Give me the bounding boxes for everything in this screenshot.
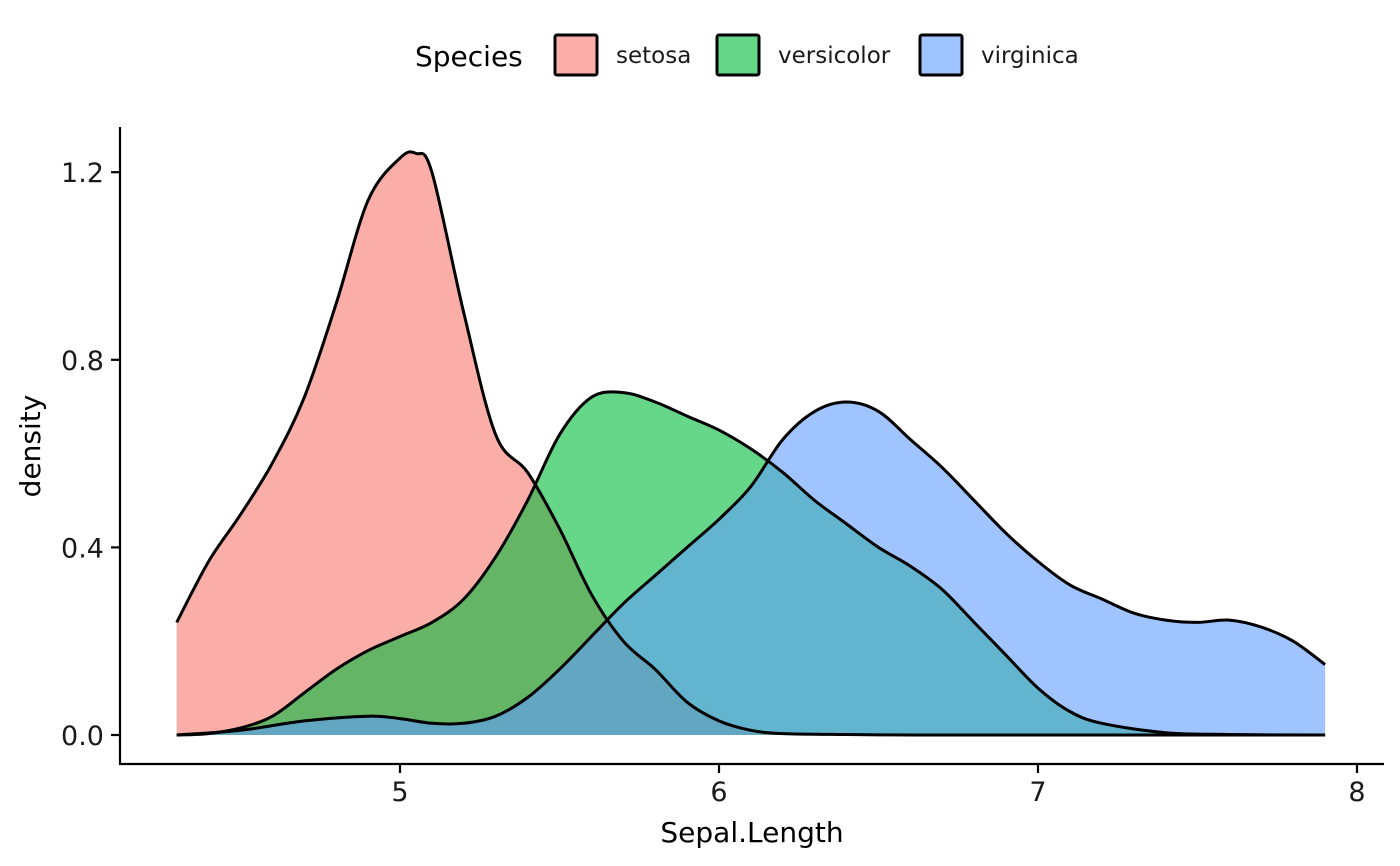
density-line-virginica — [176, 400, 1326, 737]
y-axis-title: density — [14, 395, 47, 498]
y-tick-label: 0.8 — [61, 346, 104, 377]
y-tick-label: 0.0 — [61, 721, 104, 752]
x-tick-label: 6 — [710, 777, 727, 808]
legend: Species setosa versicolor virginica — [415, 33, 1079, 77]
x-tick-label: 8 — [1348, 777, 1365, 808]
density-line-setosa — [175, 150, 1326, 737]
y-axis-ticks: 0.0 0.4 0.8 1.2 — [61, 158, 120, 752]
density-area-virginica — [176, 402, 1326, 735]
legend-item-setosa: setosa — [553, 33, 691, 77]
x-tick-label: 7 — [1029, 777, 1046, 808]
legend-label-versicolor: versicolor — [778, 43, 891, 69]
legend-item-virginica: virginica — [918, 33, 1079, 77]
legend-label-setosa: setosa — [616, 43, 691, 69]
x-axis-ticks: 5 6 7 8 — [391, 764, 1366, 808]
legend-key-versicolor — [715, 33, 761, 77]
y-tick-label: 0.4 — [61, 533, 104, 564]
density-line-versicolor — [176, 390, 1326, 737]
legend-key-setosa — [553, 33, 599, 77]
density-lines — [175, 150, 1326, 737]
legend-title: Species — [415, 40, 523, 73]
x-axis-title: Sepal.Length — [660, 816, 843, 849]
x-tick-label: 5 — [391, 777, 408, 808]
y-tick-label: 1.2 — [61, 158, 104, 189]
density-area-setosa — [176, 151, 1326, 736]
legend-label-virginica: virginica — [981, 43, 1079, 69]
legend-key-virginica — [918, 33, 964, 77]
density-fills — [176, 151, 1326, 736]
legend-item-versicolor: versicolor — [715, 33, 891, 77]
